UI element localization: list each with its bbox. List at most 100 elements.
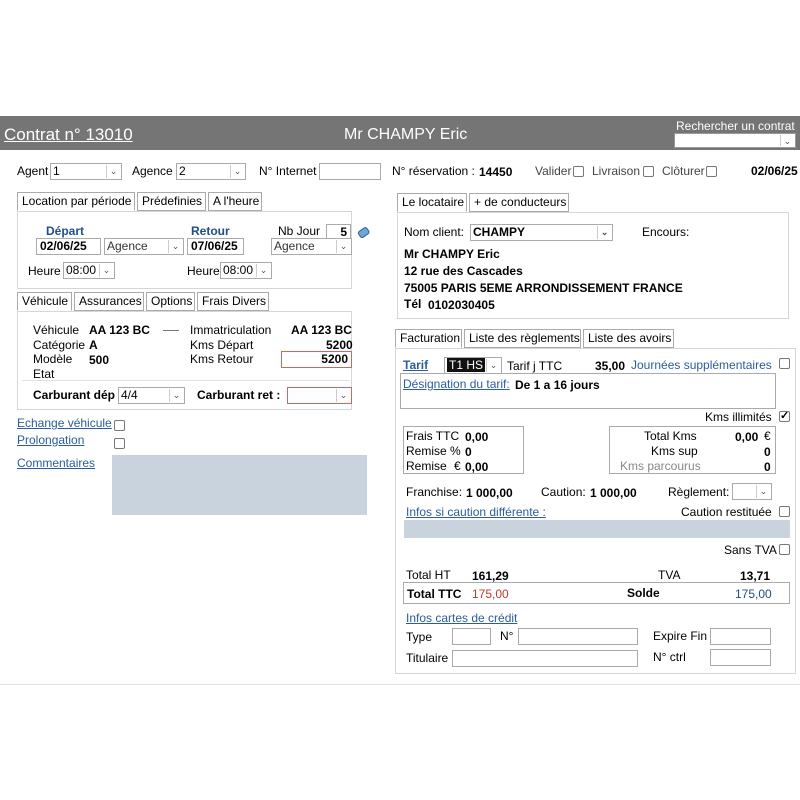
tab-le-locataire[interactable]: Le locataire: [397, 193, 467, 212]
tva-value: 13,71: [740, 569, 771, 583]
categorie-label: Catégorie: [33, 338, 86, 352]
chevron-down-icon: ⌄: [106, 165, 120, 178]
reglement-select[interactable]: ⌄: [732, 483, 772, 500]
tva-label: TVA: [658, 568, 681, 582]
frais-ttc-label: Frais TTC: [406, 429, 460, 443]
billing-panel: [395, 348, 796, 674]
kms-parcourus-label: Kms parcourus: [620, 459, 701, 473]
total-ttc-label: Total TTC: [407, 587, 462, 601]
depart-date-input[interactable]: 02/06/25: [36, 238, 101, 255]
sans-tva-checkbox[interactable]: [779, 544, 790, 555]
retour-label: Retour: [191, 224, 230, 238]
chevron-down-icon: ⌄: [99, 264, 113, 277]
tab-location-par-periode[interactable]: Location par période: [17, 192, 135, 211]
titulaire-input[interactable]: [452, 650, 638, 667]
total-kms-symbol: €: [764, 429, 771, 443]
reglement-label: Règlement:: [668, 485, 730, 499]
tab-options[interactable]: Options: [146, 292, 195, 311]
total-ht-label: Total HT: [406, 568, 451, 582]
tab-facturation[interactable]: Facturation: [395, 329, 462, 348]
tab-frais-divers[interactable]: Frais Divers: [197, 292, 269, 311]
carburant-dep-select[interactable]: 4/4 ⌄: [118, 387, 185, 404]
titulaire-label: Titulaire: [406, 651, 449, 665]
tarif-type-label: Tarif j TTC: [507, 359, 563, 373]
chevron-down-icon: ⌄: [336, 240, 350, 253]
tab-assurances[interactable]: Assurances: [74, 292, 144, 311]
carburant-ret-label: Carburant ret :: [197, 388, 281, 402]
tarif-select[interactable]: T1 HS ⌄: [444, 357, 502, 374]
designation-value: De 1 a 16 jours: [515, 378, 600, 392]
designation-link[interactable]: Désignation du tarif:: [403, 377, 510, 391]
retour-agence-value: Agence: [274, 239, 315, 253]
valider-checkbox[interactable]: [573, 166, 584, 177]
tab-liste-des-avoirs[interactable]: Liste des avoirs: [583, 329, 674, 348]
client-name-title: Mr CHAMPY Eric: [344, 126, 468, 143]
solde-value: 175,00: [735, 587, 772, 601]
agence-label: Agence: [132, 164, 173, 178]
tab-a-lheure[interactable]: A l'heure: [208, 192, 262, 211]
tarif-link[interactable]: Tarif: [403, 358, 429, 372]
carburant-dep-label: Carburant dép :: [33, 388, 123, 402]
prolongation-link[interactable]: Prolongation: [17, 433, 85, 447]
internet-input[interactable]: [319, 163, 381, 180]
valider-label: Valider: [535, 164, 572, 178]
eraser-icon[interactable]: [357, 226, 371, 240]
depart-heure-label: Heure: [28, 264, 61, 278]
designation-box[interactable]: [400, 373, 776, 409]
echange-vehicule-checkbox[interactable]: [114, 420, 125, 431]
livraison-checkbox[interactable]: [643, 166, 654, 177]
retour-agence-select[interactable]: Agence ⌄: [271, 238, 352, 255]
agence-select[interactable]: 2 ⌄: [176, 163, 246, 180]
carburant-ret-select[interactable]: ⌄: [287, 387, 352, 404]
journees-supplementaires-checkbox[interactable]: [779, 358, 790, 369]
journees-supplementaires-label: Journées supplémentaires: [631, 358, 772, 372]
chevron-down-icon: ⌄: [597, 226, 611, 239]
infos-caution-link[interactable]: Infos si caution différente :: [406, 505, 546, 519]
caution-label: Caution:: [541, 485, 586, 499]
chevron-down-icon: ⌄: [169, 389, 183, 402]
encours-label: Encours:: [642, 225, 690, 239]
remise-pct-value: 0: [465, 445, 472, 459]
contract-title-link[interactable]: Contrat n° 13010: [4, 125, 133, 144]
card-type-input[interactable]: [452, 628, 491, 645]
immatriculation-value: AA 123 BC: [291, 323, 352, 337]
agent-select[interactable]: 1 ⌄: [50, 163, 122, 180]
vehicule-label: Véhicule: [33, 323, 80, 337]
franchise-label: Franchise:: [406, 485, 463, 499]
tab-predefinies[interactable]: Prédefinies: [137, 192, 206, 211]
retour-heure-select[interactable]: 08:00 ⌄: [220, 262, 272, 279]
kms-retour-input[interactable]: 5200: [281, 351, 352, 368]
chevron-down-icon: ⌄: [780, 135, 794, 146]
commentaires-link[interactable]: Commentaires: [17, 456, 96, 470]
prolongation-checkbox[interactable]: [114, 438, 125, 449]
tab-vehicule[interactable]: Véhicule: [17, 292, 72, 311]
depart-heure-select[interactable]: 08:00 ⌄: [63, 262, 115, 279]
caution-restituee-checkbox[interactable]: [779, 506, 790, 517]
card-number-input[interactable]: [518, 628, 638, 645]
total-ht-value: 161,29: [472, 569, 509, 583]
tab-liste-des-reglements[interactable]: Liste des règlements: [464, 329, 581, 348]
tarif-code-value: T1 HS: [447, 358, 486, 372]
tab-plus-de-conducteurs[interactable]: + de conducteurs: [469, 193, 569, 212]
kms-parcourus-value: 0: [764, 460, 771, 474]
nom-client-select[interactable]: CHAMPY ⌄: [470, 224, 613, 241]
expire-fin-input[interactable]: [710, 628, 771, 645]
search-contract-select[interactable]: ⌄: [674, 133, 796, 148]
title-bar: Contrat n° 13010 Mr CHAMPY Eric Recherch…: [0, 116, 800, 150]
chevron-down-icon: ⌄: [256, 264, 270, 277]
search-contract-label: Rechercher un contrat: [676, 119, 795, 133]
depart-agence-select[interactable]: Agence ⌄: [104, 238, 184, 255]
kms-illimites-checkbox[interactable]: [779, 409, 790, 422]
cloturer-checkbox[interactable]: [706, 166, 717, 177]
infos-caution-input[interactable]: [404, 520, 790, 538]
echange-vehicule-link[interactable]: Echange véhicule: [17, 416, 112, 430]
retour-date-input[interactable]: 07/06/25: [187, 238, 244, 255]
chevron-down-icon: ⌄: [486, 359, 500, 372]
caution-restituee-label: Caution restituée: [681, 505, 772, 519]
nb-jour-label: Nb Jour: [278, 224, 321, 238]
commentaires-textarea[interactable]: [112, 455, 367, 515]
n-ctrl-input[interactable]: [710, 649, 771, 666]
kms-sup-label: Kms sup: [651, 444, 698, 458]
remise-eur-symbol: €: [454, 459, 461, 473]
infos-cartes-link[interactable]: Infos cartes de crédit: [406, 611, 518, 625]
